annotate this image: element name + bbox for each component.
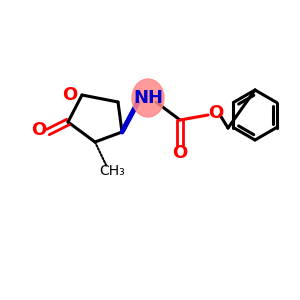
Text: CH₃: CH₃ [99, 164, 125, 178]
Text: O: O [172, 144, 188, 162]
Text: O: O [208, 104, 224, 122]
Text: NH: NH [133, 89, 163, 107]
Text: O: O [32, 121, 46, 139]
Text: O: O [62, 86, 78, 104]
Ellipse shape [132, 79, 164, 117]
